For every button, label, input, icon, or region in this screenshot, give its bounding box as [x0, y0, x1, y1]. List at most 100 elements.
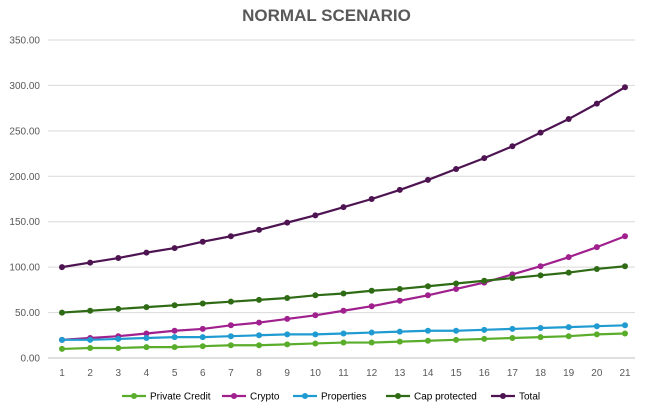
data-point-private-credit	[171, 344, 178, 351]
data-point-cap-protected	[87, 307, 94, 314]
x-tick-label: 1	[59, 368, 65, 379]
legend-marker-total	[500, 393, 506, 399]
data-point-cap-protected	[565, 269, 572, 276]
legend-marker-private-credit	[131, 393, 137, 399]
data-point-total	[537, 129, 544, 136]
y-tick-label: 200.00	[9, 172, 40, 183]
data-point-properties	[59, 336, 65, 343]
x-tick-label: 5	[172, 368, 178, 379]
data-point-private-credit	[256, 342, 263, 349]
data-point-cap-protected	[199, 300, 206, 307]
data-point-cap-protected	[340, 290, 347, 297]
data-point-cap-protected	[593, 265, 600, 272]
data-point-properties	[171, 334, 178, 341]
x-tick-label: 15	[451, 368, 463, 379]
data-point-private-credit	[565, 333, 572, 340]
data-point-cap-protected	[59, 309, 65, 316]
data-point-cap-protected	[537, 272, 544, 279]
data-point-total	[593, 100, 600, 107]
data-point-properties	[396, 328, 403, 335]
data-point-properties	[143, 335, 150, 342]
legend-label-cap-protected: Cap protected	[414, 392, 477, 403]
data-point-total	[340, 204, 347, 211]
data-point-properties	[227, 333, 234, 340]
data-point-cap-protected	[115, 305, 122, 312]
data-point-total	[424, 176, 431, 183]
data-point-properties	[622, 322, 628, 329]
data-point-cap-protected	[256, 296, 263, 303]
data-point-cap-protected	[509, 275, 516, 282]
legend-marker-cap-protected	[395, 393, 401, 399]
x-tick-label: 7	[228, 368, 234, 379]
x-tick-label: 9	[284, 368, 290, 379]
x-tick-label: 17	[507, 368, 519, 379]
x-tick-label: 12	[366, 368, 378, 379]
data-point-private-credit	[199, 343, 206, 350]
data-point-cap-protected	[143, 304, 150, 311]
x-tick-label: 6	[200, 368, 206, 379]
data-point-crypto	[143, 330, 150, 337]
data-point-total	[481, 155, 488, 162]
data-point-properties	[509, 325, 516, 332]
data-point-crypto	[312, 312, 319, 319]
data-point-total	[199, 238, 206, 245]
data-point-cap-protected	[284, 295, 291, 302]
data-point-total	[565, 116, 572, 123]
data-point-properties	[565, 324, 572, 331]
x-tick-label: 16	[479, 368, 491, 379]
data-point-private-credit	[227, 342, 234, 349]
legend-label-total: Total	[519, 392, 540, 403]
chart-title: NORMAL SCENARIO	[242, 6, 411, 25]
data-point-crypto	[622, 233, 628, 240]
data-point-total	[143, 249, 150, 256]
data-point-properties	[424, 327, 431, 334]
data-point-private-credit	[312, 340, 319, 347]
data-point-total	[59, 264, 65, 271]
data-point-properties	[256, 332, 263, 339]
x-tick-label: 20	[591, 368, 603, 379]
data-point-cap-protected	[424, 283, 431, 290]
data-point-private-credit	[509, 335, 516, 342]
data-point-total	[171, 245, 178, 252]
data-point-crypto	[340, 307, 347, 314]
data-point-private-credit	[481, 335, 488, 342]
data-point-total	[312, 212, 319, 219]
data-point-total	[453, 166, 460, 173]
data-point-total	[115, 255, 122, 262]
x-tick-label: 10	[310, 368, 322, 379]
x-tick-label: 13	[394, 368, 406, 379]
data-point-crypto	[368, 303, 375, 310]
y-tick-label: 100.00	[9, 263, 40, 274]
data-point-cap-protected	[171, 302, 178, 309]
data-point-cap-protected	[481, 277, 488, 284]
data-point-properties	[453, 327, 460, 334]
data-point-private-credit	[284, 341, 291, 348]
data-point-private-credit	[143, 344, 150, 351]
y-tick-label: 0.00	[21, 354, 41, 365]
data-point-cap-protected	[453, 280, 460, 287]
y-tick-label: 350.00	[9, 36, 40, 47]
data-point-crypto	[396, 297, 403, 304]
data-point-total	[368, 196, 375, 202]
data-point-crypto	[424, 292, 431, 299]
legend-label-crypto: Crypto	[250, 392, 280, 403]
data-point-cap-protected	[227, 298, 234, 305]
data-point-private-credit	[368, 339, 375, 346]
x-tick-label: 3	[116, 368, 122, 379]
data-point-private-credit	[59, 345, 65, 352]
y-tick-label: 50.00	[15, 308, 40, 319]
series-line-total	[61, 86, 626, 269]
y-tick-label: 300.00	[9, 81, 40, 92]
data-point-total	[256, 226, 263, 233]
data-point-private-credit	[340, 339, 347, 346]
x-tick-label: 14	[422, 368, 434, 379]
x-tick-label: 11	[338, 368, 349, 379]
data-point-properties	[481, 326, 488, 333]
data-point-properties	[284, 331, 291, 338]
data-point-properties	[537, 325, 544, 332]
data-point-total	[622, 84, 628, 91]
legend-label-properties: Properties	[321, 392, 367, 403]
data-point-crypto	[227, 322, 234, 329]
data-point-crypto	[537, 263, 544, 270]
